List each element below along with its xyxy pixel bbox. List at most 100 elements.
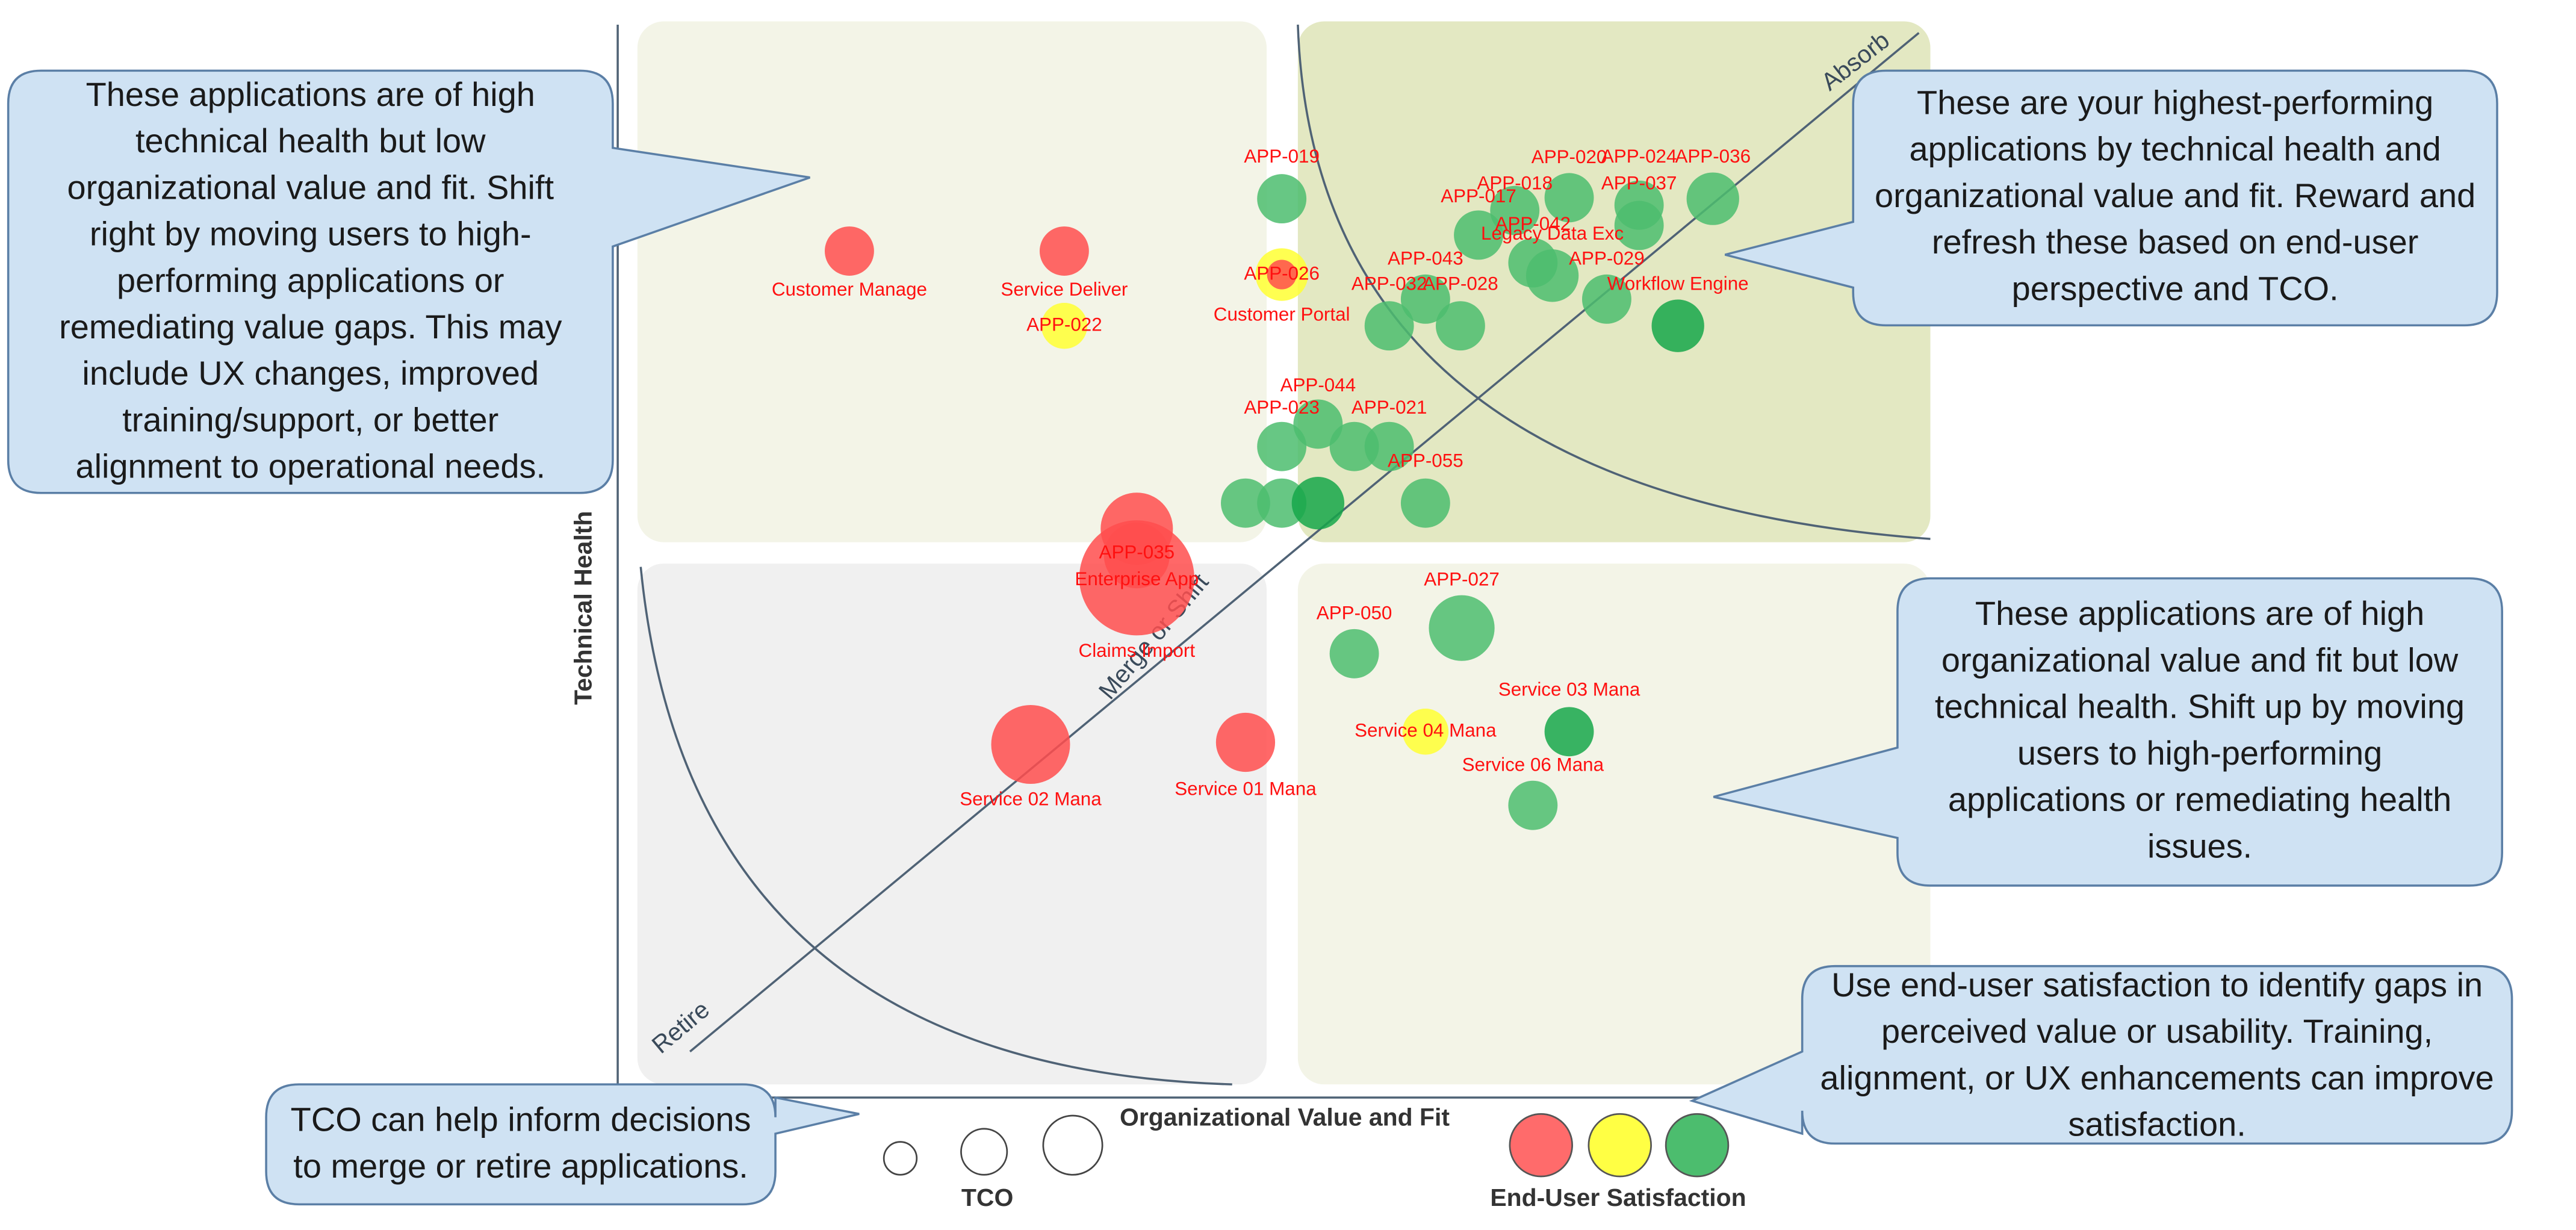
callout-text: These applications are of high xyxy=(1975,594,2424,632)
quadrant-bottom-left xyxy=(637,564,1267,1085)
bubble-label: APP-024 xyxy=(1601,146,1677,167)
bubble-label: Customer Manage xyxy=(772,279,927,300)
bubble xyxy=(824,226,874,276)
legend-title: End-User Satisfaction xyxy=(1490,1184,1746,1211)
bubble xyxy=(1329,421,1379,471)
retire-curve xyxy=(639,567,1232,1086)
quadrant-bottom-right xyxy=(1297,564,1931,1085)
legend-color xyxy=(1509,1113,1573,1178)
callout-text: performing applications or xyxy=(117,261,504,299)
bubble-label: APP-018 xyxy=(1477,172,1553,193)
callout-text: These applications are of high xyxy=(86,75,535,113)
bubble-label: APP-044 xyxy=(1280,374,1356,396)
callout-text: perspective and TCO. xyxy=(2012,269,2339,307)
bubble-label: APP-050 xyxy=(1317,603,1392,624)
bubble xyxy=(991,705,1070,784)
bubble-label: APP-020 xyxy=(1532,146,1607,167)
callout-text: applications by technical health and xyxy=(1910,130,2441,168)
bubble-label: APP-019 xyxy=(1244,146,1320,167)
bubble xyxy=(1490,185,1540,235)
bubble xyxy=(1257,174,1307,224)
callout-text: refresh these based on end-user xyxy=(1932,223,2419,261)
bubble xyxy=(1257,421,1307,471)
bubble-label: APP-022 xyxy=(1026,314,1102,335)
legend-size xyxy=(960,1128,1008,1176)
bubble xyxy=(1686,172,1739,225)
bubble xyxy=(1400,274,1450,324)
callouts: These applications are of high technical … xyxy=(7,69,2513,1206)
bubble-label: Workflow Engine xyxy=(1607,273,1749,294)
callout-text: training/support, or better xyxy=(122,400,498,438)
bubble-label: Claims Import xyxy=(1079,640,1196,661)
bubble xyxy=(1215,712,1276,772)
bubble xyxy=(1544,173,1594,223)
bubble-label: APP-027 xyxy=(1424,568,1500,589)
bubble-label: Service 01 Mana xyxy=(1175,778,1317,799)
bubble xyxy=(1400,478,1450,528)
callout-text: organizational value and fit. Reward and xyxy=(1875,176,2475,214)
bubble xyxy=(1293,399,1343,449)
bubble-label: APP-017 xyxy=(1441,185,1516,207)
bubble xyxy=(1364,421,1414,471)
callout-text: alignment to operational needs. xyxy=(75,447,545,485)
bubble-label: Service 02 Mana xyxy=(960,789,1102,810)
callout-box xyxy=(1689,964,2513,1145)
callout-text: technical health but low xyxy=(135,122,486,160)
bubble-label: APP-037 xyxy=(1601,173,1677,194)
x-axis-title: Organizational Value and Fit xyxy=(1120,1103,1450,1131)
bubble xyxy=(1257,478,1307,528)
bubble-label: APP-021 xyxy=(1352,397,1427,418)
bubble xyxy=(1581,274,1631,324)
bubble-label: APP-023 xyxy=(1244,397,1320,418)
callout-text: perceived value or usability. Training, xyxy=(1881,1012,2433,1050)
callout-text: Use end-user satisfaction to identify ga… xyxy=(1831,966,2483,1004)
bubble-label: APP-028 xyxy=(1423,273,1498,294)
callout-text: technical health. Shift up by moving xyxy=(1935,688,2465,725)
bubble-label: APP-042 xyxy=(1495,213,1571,234)
legend: TCO End-User Satisfaction xyxy=(883,1113,1746,1211)
bubble-label: Service 06 Mana xyxy=(1462,754,1604,775)
bubble xyxy=(1079,520,1194,636)
absorb-curve xyxy=(1297,24,1931,540)
callout-text: applications or remediating health xyxy=(1948,780,2451,818)
bubble xyxy=(1041,302,1088,349)
bubble-label: Legacy Data Exc xyxy=(1481,223,1624,244)
callout-box xyxy=(1713,577,2503,887)
bubble xyxy=(1429,595,1495,661)
bubble xyxy=(1614,200,1664,250)
callout-box xyxy=(7,69,810,494)
legend-color xyxy=(1587,1113,1652,1178)
bubble-label: Service 03 Mana xyxy=(1498,679,1640,700)
callout-text: issues. xyxy=(2147,827,2252,865)
legend-color xyxy=(1665,1113,1730,1178)
bubble-label: APP-036 xyxy=(1675,146,1751,167)
legend-size xyxy=(883,1141,918,1176)
bubble xyxy=(1039,226,1089,276)
bubble xyxy=(1221,478,1270,528)
bubble-label: APP-043 xyxy=(1388,248,1463,269)
callout-text: to merge or retire applications. xyxy=(293,1147,748,1185)
bubble xyxy=(1525,249,1579,302)
legend-title: TCO xyxy=(961,1184,1013,1211)
callout-box xyxy=(1724,69,2498,327)
callout-box xyxy=(265,1083,860,1206)
bubble xyxy=(1435,301,1485,351)
callout-text: organizational value and fit but low xyxy=(1941,641,2459,679)
bubble-label: Service 04 Mana xyxy=(1355,720,1497,741)
quadrant-top-left xyxy=(637,21,1267,542)
bubble xyxy=(1651,299,1704,352)
bubble xyxy=(1508,780,1558,830)
bubble xyxy=(1402,709,1449,755)
bubble xyxy=(1544,707,1594,757)
callout-text: TCO can help inform decisions xyxy=(291,1101,751,1138)
bubble xyxy=(1291,476,1345,530)
bubble xyxy=(1267,259,1297,290)
bubble xyxy=(1454,210,1503,260)
bubble-label: Service Deliver xyxy=(1001,279,1128,300)
bubble xyxy=(1329,629,1379,679)
bubbles: Customer Manage Service Deliver APP-022 APP… xyxy=(772,146,1751,830)
callout-text: satisfaction. xyxy=(2068,1105,2245,1143)
callout-text: users to high-performing xyxy=(2017,734,2382,772)
bubble-label: Customer Portal xyxy=(1214,304,1350,325)
